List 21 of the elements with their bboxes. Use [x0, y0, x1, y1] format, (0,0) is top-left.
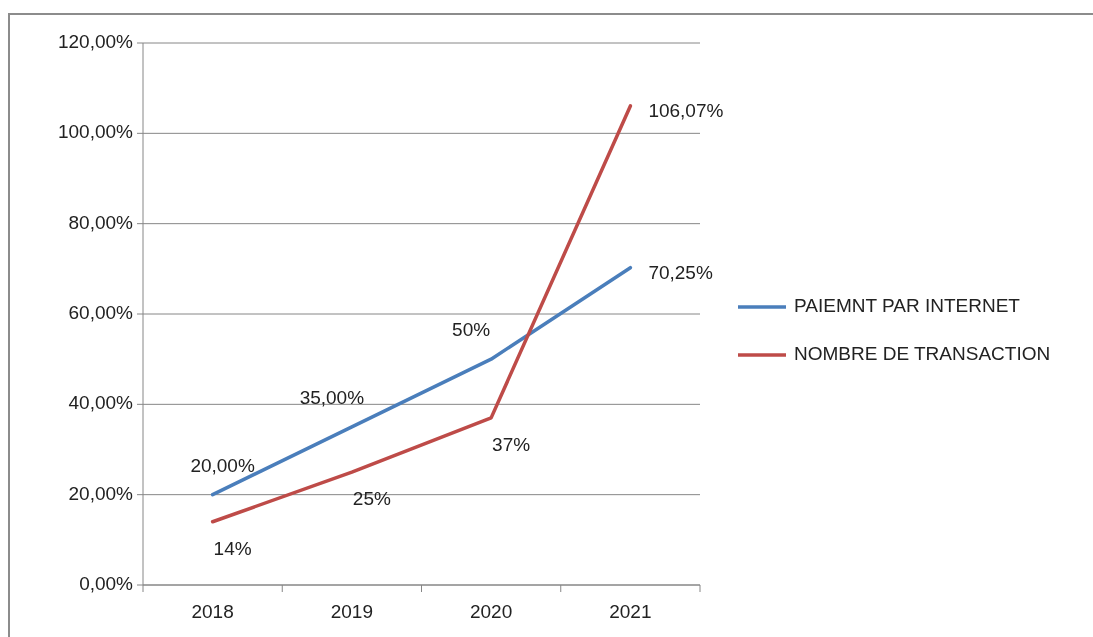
legend-label: NOMBRE DE TRANSACTION — [794, 343, 1051, 365]
x-tick-label: 2019 — [330, 601, 374, 622]
y-tick-label: 100,00% — [57, 121, 134, 143]
y-tick-label: 60,00% — [68, 302, 134, 324]
data-label: 20,00% — [190, 454, 255, 476]
data-label: 106,07% — [648, 99, 724, 121]
y-tick-label: 40,00% — [68, 392, 134, 414]
x-tick-label: 2021 — [609, 601, 652, 622]
data-label: 70,25% — [648, 261, 713, 283]
data-label: 50% — [452, 319, 491, 341]
y-tick-label: 80,00% — [68, 211, 134, 233]
data-label: 25% — [352, 488, 391, 510]
data-label: 35,00% — [299, 386, 365, 408]
data-label: 37% — [492, 433, 531, 455]
y-tick-label: 120,00% — [57, 31, 134, 53]
y-tick-label: 20,00% — [68, 482, 134, 504]
y-tick-label: 0,00% — [79, 573, 134, 595]
x-tick-label: 2018 — [191, 601, 234, 622]
data-label: 14% — [213, 537, 252, 559]
x-tick-label: 2020 — [469, 601, 513, 622]
legend-label: PAIEMNT PAR INTERNET — [794, 295, 1021, 317]
